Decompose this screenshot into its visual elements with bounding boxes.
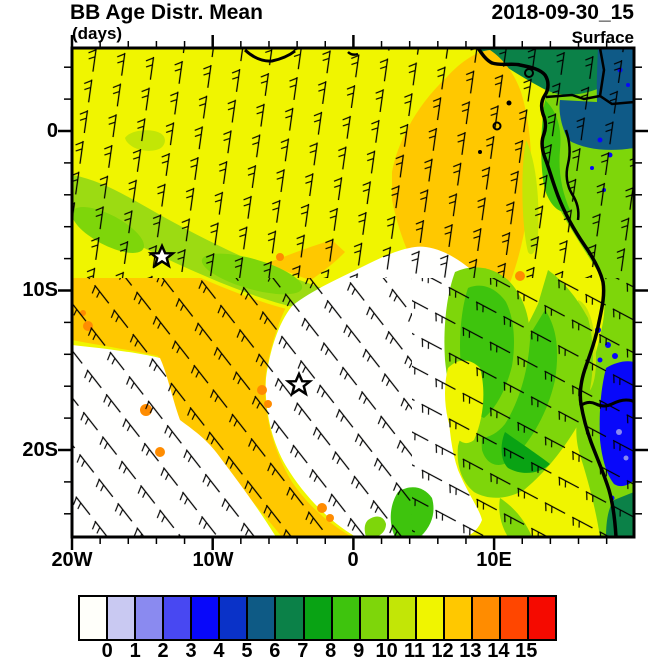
colorbar-cell-5 — [218, 597, 247, 639]
coastline — [476, 49, 618, 536]
colorbar-tick-label-6: 6 — [269, 640, 281, 662]
colorbar-cell-1 — [106, 597, 135, 639]
colorbar-cell-10 — [358, 597, 387, 639]
colorbar-tick-label-2: 2 — [157, 640, 169, 662]
axis-ticks — [58, 35, 648, 550]
colorbar-cell-7 — [274, 597, 303, 639]
colorbar-cell-14 — [470, 597, 499, 639]
colorbar-cell-2 — [134, 597, 163, 639]
y-tick-label-0: 0 — [46, 120, 58, 142]
wind-barbs-north — [73, 49, 633, 278]
y-tick-label-10s: 10S — [22, 279, 58, 301]
colorbar-tick-label-13: 13 — [459, 640, 482, 662]
x-tick-label-0: 0 — [347, 549, 359, 571]
colorbar-cell-0 — [80, 597, 107, 639]
colorbar-tick-label-1: 1 — [129, 640, 141, 662]
colorbar-tick-label-0: 0 — [101, 640, 113, 662]
colorbar-tick-label-14: 14 — [487, 640, 510, 662]
colorbar-cell-9 — [330, 597, 359, 639]
colorbar-tick-label-10: 10 — [375, 640, 398, 662]
y-tick-label-20s: 20S — [22, 439, 58, 461]
colorbar-tick-label-8: 8 — [325, 640, 337, 662]
colorbar-tick-label-4: 4 — [213, 640, 225, 662]
colorbar-cell-3 — [162, 597, 191, 639]
filled-contour-field — [73, 49, 633, 536]
x-tick-label-10e: 10E — [476, 549, 512, 571]
x-tick-label-10w: 10W — [192, 549, 234, 571]
coastline-top-dip-2 — [347, 51, 359, 56]
island-principe — [524, 68, 534, 78]
colorbar-cell-11 — [386, 597, 415, 639]
colorbar-cell-12 — [414, 597, 443, 639]
colorbar-tick-label-7: 7 — [297, 640, 309, 662]
colorbar-cell-6 — [246, 597, 275, 639]
colorbar-cell-13 — [442, 597, 471, 639]
colorbar-cell-15 — [498, 597, 527, 639]
units-label: (days) — [72, 24, 123, 43]
island-dot-2 — [478, 150, 482, 154]
x-tick-label-20w: 20W — [51, 549, 93, 571]
colorbar — [78, 595, 557, 641]
island-dot-1 — [506, 100, 512, 106]
colorbar-tick-label-15: 15 — [515, 640, 538, 662]
colorbar-cell-8 — [302, 597, 331, 639]
colorbar-tick-label-5: 5 — [241, 640, 253, 662]
colorbar-tick-label-3: 3 — [185, 640, 197, 662]
valid-time-label: 2018-09-30_15 — [491, 1, 634, 24]
colorbar-cell-16 — [527, 597, 556, 639]
page-title: BB Age Distr. Mean — [70, 1, 263, 24]
level-label: Surface — [571, 28, 634, 47]
coastline-top-dip — [243, 49, 296, 63]
country-borders — [545, 49, 633, 408]
island-sao-tome — [492, 121, 502, 131]
colorbar-tick-label-12: 12 — [431, 640, 454, 662]
wind-barbs-southwest — [73, 278, 412, 536]
colorbar-tick-label-9: 9 — [353, 640, 365, 662]
colorbar-cell-4 — [190, 597, 219, 639]
colorbar-tick-label-11: 11 — [403, 640, 426, 662]
wind-barbs-east — [412, 278, 633, 536]
